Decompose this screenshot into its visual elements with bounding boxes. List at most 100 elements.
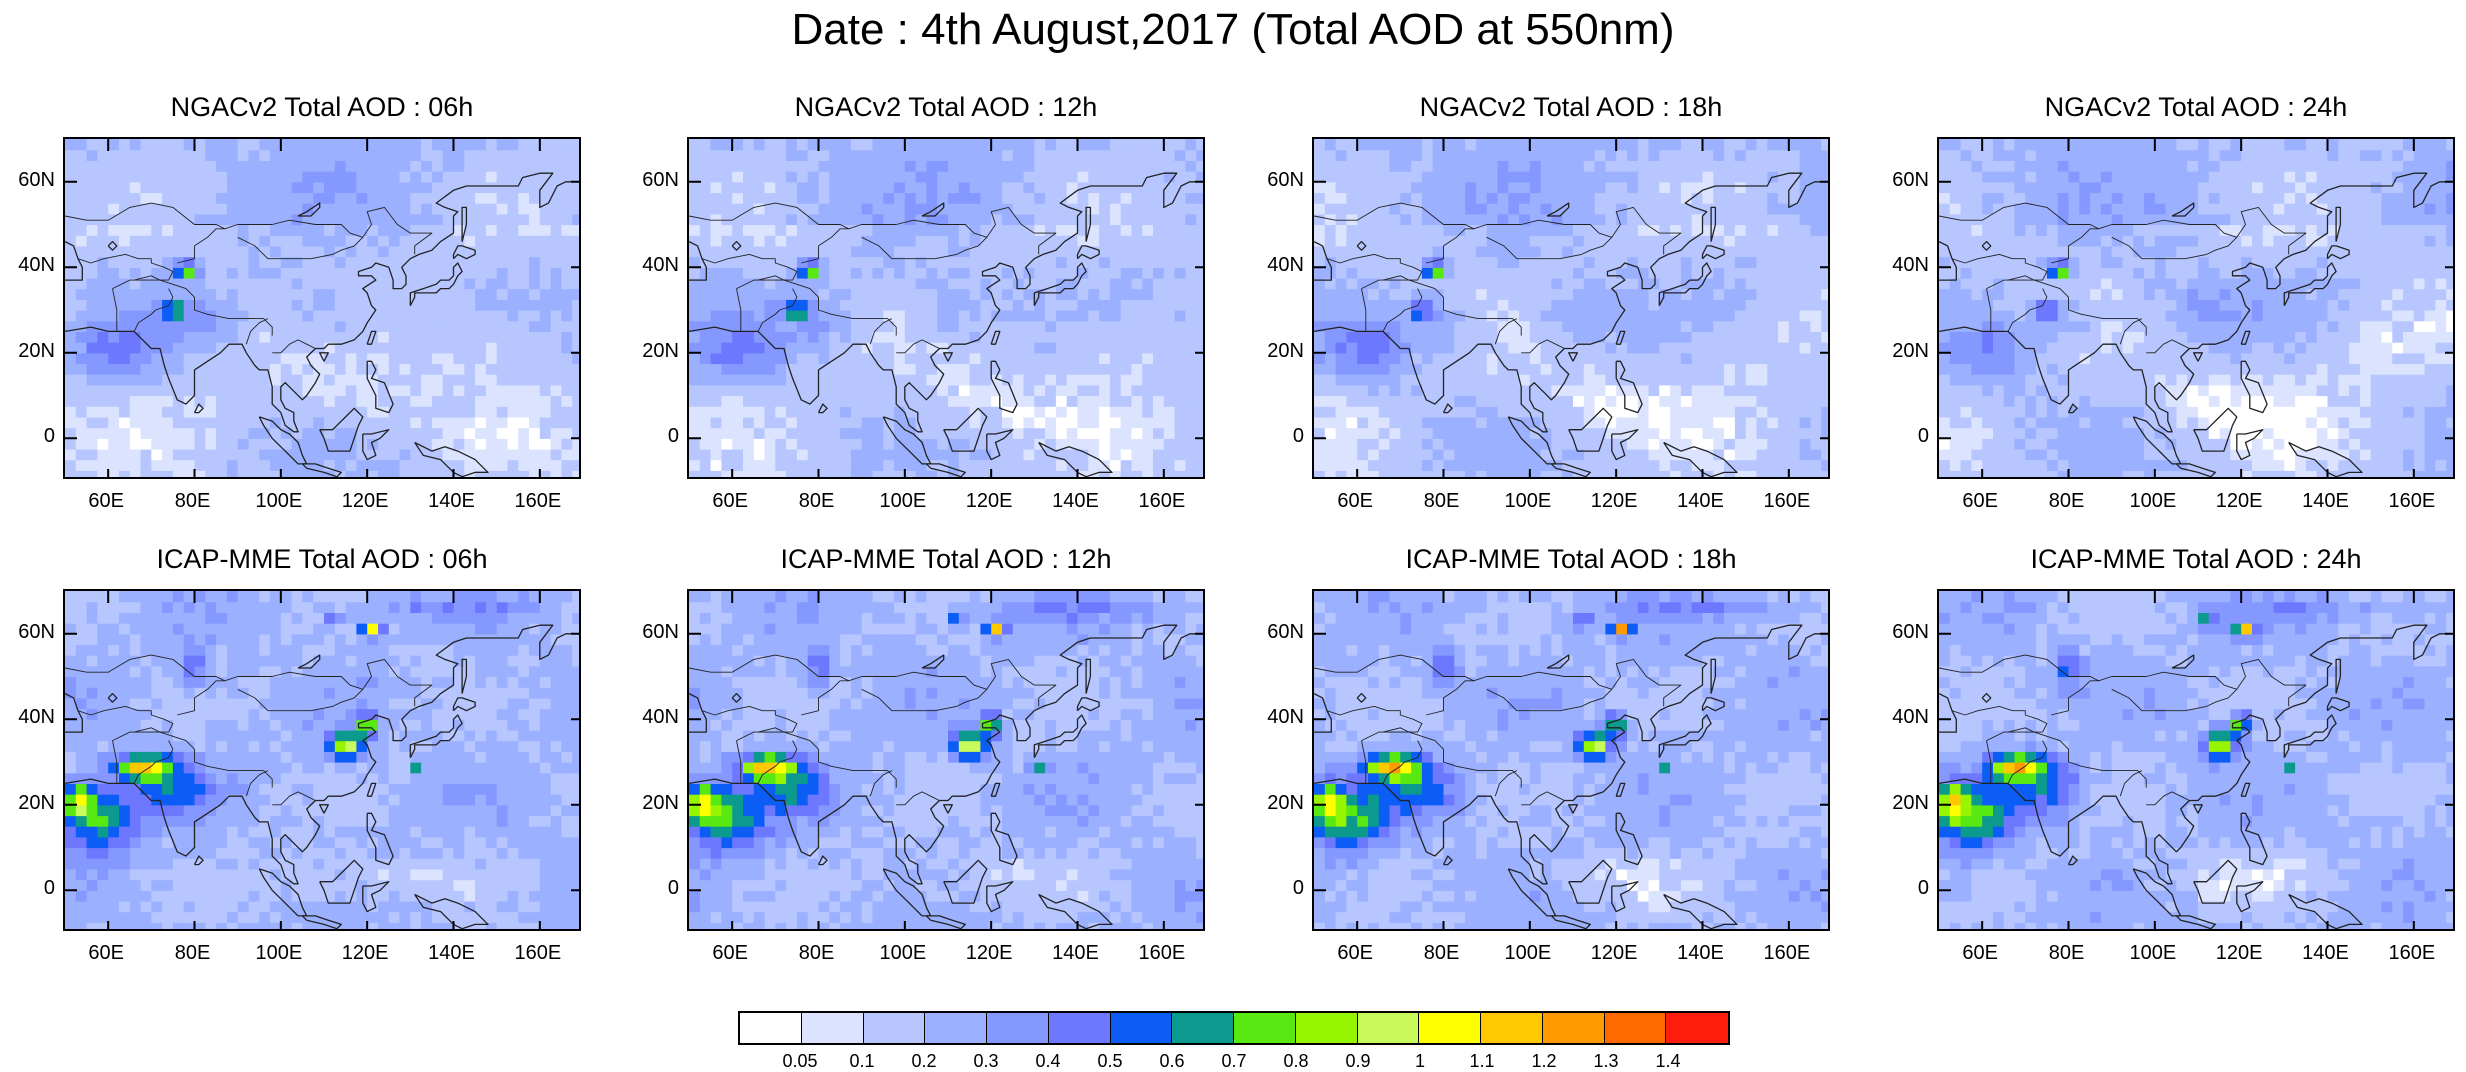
lat-tick-label: 0 (619, 876, 679, 900)
lon-tick-label: 80E (158, 941, 228, 965)
colorbar-swatch (1358, 1013, 1420, 1043)
aod-field (1939, 591, 2455, 931)
colorbar-swatch (740, 1013, 802, 1043)
lat-tick-label: 40N (1869, 253, 1929, 277)
lon-tick-label: 60E (71, 489, 141, 513)
panel-title: ICAP-MME Total AOD : 06h (63, 543, 581, 575)
lon-tick-label: 120E (330, 941, 400, 965)
lat-tick-label: 60N (619, 168, 679, 192)
lon-tick-label: 60E (1945, 489, 2015, 513)
lat-tick-label: 0 (619, 424, 679, 448)
lon-tick-label: 100E (868, 489, 938, 513)
lon-tick-label: 120E (954, 941, 1024, 965)
lon-tick-label: 140E (2291, 941, 2361, 965)
colorbar-swatch (1049, 1013, 1111, 1043)
lon-tick-label: 160E (503, 489, 573, 513)
lon-tick-label: 80E (2032, 489, 2102, 513)
lat-tick-label: 60N (619, 620, 679, 644)
map-panel (1312, 589, 1830, 931)
colorbar-label: 1 (1390, 1050, 1450, 1072)
lat-tick-label: 40N (1244, 253, 1304, 277)
lon-tick-label: 80E (2032, 941, 2102, 965)
lon-tick-label: 140E (417, 941, 487, 965)
colorbar-label: 0.5 (1080, 1050, 1140, 1072)
lat-tick-label: 60N (1244, 620, 1304, 644)
colorbar-swatch (1419, 1013, 1481, 1043)
lon-tick-label: 160E (1752, 941, 1822, 965)
colorbar-swatch (1543, 1013, 1605, 1043)
lon-tick-label: 140E (1666, 489, 1736, 513)
aod-field (65, 139, 581, 479)
lon-tick-label: 160E (503, 941, 573, 965)
aod-field (1939, 139, 2455, 479)
lon-tick-label: 160E (1127, 489, 1197, 513)
colorbar-swatch (1481, 1013, 1543, 1043)
lat-tick-label: 20N (0, 791, 55, 815)
aod-field (65, 591, 581, 931)
lat-tick-label: 60N (0, 620, 55, 644)
lat-tick-label: 40N (619, 705, 679, 729)
lat-tick-label: 40N (1244, 705, 1304, 729)
lat-tick-label: 20N (619, 791, 679, 815)
lon-tick-label: 60E (695, 941, 765, 965)
lat-tick-label: 40N (619, 253, 679, 277)
lon-tick-label: 120E (954, 489, 1024, 513)
lon-tick-label: 100E (1493, 489, 1563, 513)
lon-tick-label: 140E (1041, 489, 1111, 513)
lon-tick-label: 100E (2118, 489, 2188, 513)
lat-tick-label: 0 (1244, 424, 1304, 448)
lon-tick-label: 120E (2204, 941, 2274, 965)
colorbar-swatch (1296, 1013, 1358, 1043)
colorbar-label: 0.9 (1328, 1050, 1388, 1072)
lon-tick-label: 80E (1407, 489, 1477, 513)
colorbar-label: 0.05 (770, 1050, 830, 1072)
panel-title: NGACv2 Total AOD : 12h (687, 91, 1205, 123)
lat-tick-label: 20N (1869, 791, 1929, 815)
aod-field (1314, 591, 1830, 931)
lon-tick-label: 100E (868, 941, 938, 965)
map-panel (63, 137, 581, 479)
lon-tick-label: 160E (2377, 941, 2447, 965)
map-panel (687, 589, 1205, 931)
panel-title: NGACv2 Total AOD : 18h (1312, 91, 1830, 123)
aod-field (689, 139, 1205, 479)
lon-tick-label: 140E (1666, 941, 1736, 965)
lon-tick-label: 160E (1752, 489, 1822, 513)
lat-tick-label: 60N (1244, 168, 1304, 192)
lat-tick-label: 60N (0, 168, 55, 192)
colorbar-label: 0.8 (1266, 1050, 1326, 1072)
lon-tick-label: 80E (782, 941, 852, 965)
map-panel (63, 589, 581, 931)
lat-tick-label: 20N (0, 339, 55, 363)
colorbar-label: 0.4 (1018, 1050, 1078, 1072)
lon-tick-label: 160E (2377, 489, 2447, 513)
colorbar-label: 1.2 (1514, 1050, 1574, 1072)
lon-tick-label: 120E (330, 489, 400, 513)
lat-tick-label: 20N (619, 339, 679, 363)
lat-tick-label: 20N (1244, 339, 1304, 363)
lon-tick-label: 140E (417, 489, 487, 513)
lon-tick-label: 100E (244, 489, 314, 513)
lon-tick-label: 140E (2291, 489, 2361, 513)
colorbar-label: 1.3 (1576, 1050, 1636, 1072)
colorbar-label: 1.4 (1638, 1050, 1698, 1072)
map-panel (1937, 137, 2455, 479)
colorbar-swatch (864, 1013, 926, 1043)
lon-tick-label: 120E (1579, 489, 1649, 513)
lat-tick-label: 60N (1869, 620, 1929, 644)
lat-tick-label: 20N (1244, 791, 1304, 815)
map-panel (687, 137, 1205, 479)
colorbar-swatch (1172, 1013, 1234, 1043)
colorbar-swatch (1234, 1013, 1296, 1043)
colorbar-label: 0.7 (1204, 1050, 1264, 1072)
colorbar-label: 0.1 (832, 1050, 892, 1072)
lat-tick-label: 20N (1869, 339, 1929, 363)
lat-tick-label: 0 (1869, 424, 1929, 448)
lon-tick-label: 80E (782, 489, 852, 513)
lat-tick-label: 40N (0, 253, 55, 277)
lon-tick-label: 120E (1579, 941, 1649, 965)
figure-title: Date : 4th August,2017 (Total AOD at 550… (0, 4, 2466, 56)
colorbar-label: 1.1 (1452, 1050, 1512, 1072)
lon-tick-label: 100E (244, 941, 314, 965)
panel-title: ICAP-MME Total AOD : 24h (1937, 543, 2455, 575)
